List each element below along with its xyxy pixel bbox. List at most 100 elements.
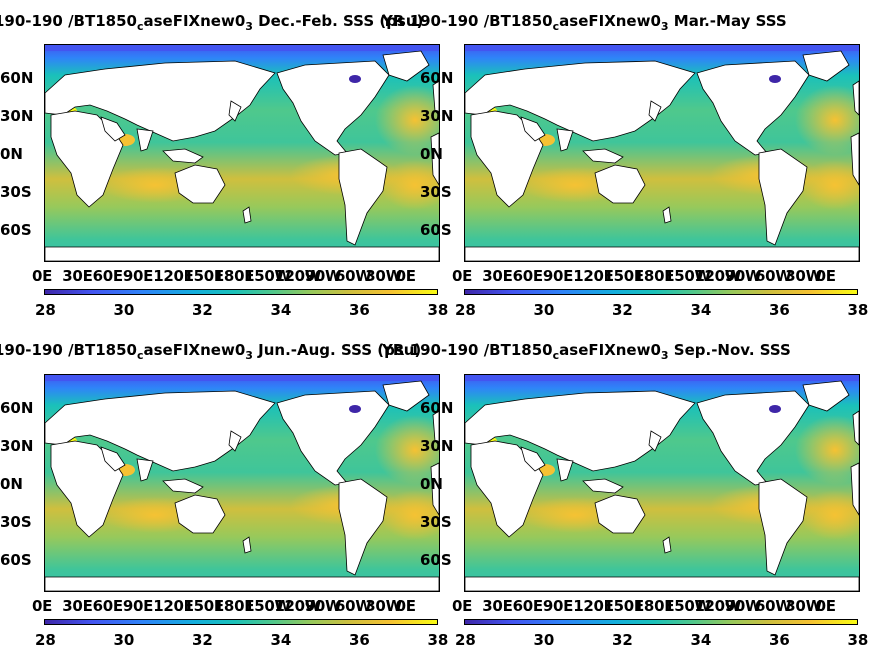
- lon-tick-label: 180E: [633, 597, 675, 615]
- lon-tick-label: 60E: [512, 597, 544, 615]
- landmass-australia: [174, 164, 226, 204]
- arctic-fresh: [465, 45, 859, 51]
- lon-tick-label: 90W: [724, 597, 762, 615]
- landmass-australia: [594, 494, 646, 534]
- landmass-antarctica: [45, 246, 439, 261]
- landmass-india: [136, 128, 154, 152]
- lon-tick-label: 180E: [213, 597, 255, 615]
- landmass-africa-right: [850, 462, 859, 516]
- hudson-bay-fresh: [769, 405, 781, 413]
- lon-tick-label: 150E: [603, 267, 645, 285]
- sss-map: [45, 375, 439, 591]
- title-subscript: c: [136, 349, 144, 362]
- landmass-eurasia: [465, 390, 696, 472]
- lon-tick-label: 60W: [755, 597, 792, 615]
- colorbar-tick-label: 28: [35, 631, 56, 649]
- lon-tick-label: 30E: [482, 267, 513, 285]
- sss-map: [465, 45, 859, 261]
- lon-tick-label: 150E: [183, 597, 225, 615]
- lat-tick-label: 30S: [420, 513, 452, 531]
- landmass-greenland: [382, 50, 430, 82]
- landmass-australia: [594, 164, 646, 204]
- lon-tick-label: 150E: [603, 597, 645, 615]
- hudson-bay-fresh: [769, 75, 781, 83]
- lon-tick-label: 60W: [335, 267, 372, 285]
- panel-title: 190-190 /BT1850caseFIXnew03 Dec.-Feb. SS…: [0, 12, 423, 33]
- landmass-japan: [228, 100, 242, 122]
- lon-tick-label: 90E: [542, 597, 574, 615]
- title-part: 190-190 /BT1850: [0, 12, 137, 30]
- map-panel: [44, 44, 440, 262]
- landmass-south-america: [758, 148, 808, 246]
- lat-tick-label: 30N: [0, 107, 34, 125]
- landmass-eurasia: [45, 60, 276, 142]
- landmass-japan: [648, 430, 662, 452]
- landmass-greenland: [802, 50, 850, 82]
- landmass-north-america: [276, 60, 390, 156]
- colorbar-tick-label: 36: [769, 631, 790, 649]
- colorbar-tick-label: 30: [533, 631, 555, 649]
- lon-tick-label: 120W: [274, 597, 322, 615]
- lat-tick-label: 30S: [0, 513, 32, 531]
- landmass-nz: [662, 536, 672, 554]
- colorbar: [464, 289, 858, 295]
- lon-tick-label: 120E: [573, 597, 614, 615]
- lat-tick-label: 0N: [0, 475, 23, 493]
- landmass-africa-right: [850, 132, 859, 186]
- lon-tick-label: 120W: [274, 267, 322, 285]
- lon-tick-label: 60E: [92, 267, 124, 285]
- landmass-south-america: [758, 478, 808, 576]
- lon-tick-label: 120E: [153, 267, 194, 285]
- landmass-india: [556, 128, 574, 152]
- lon-tick-label: 30E: [62, 597, 93, 615]
- north-atlantic-high: [795, 85, 859, 155]
- landmass-antarctica: [465, 576, 859, 591]
- colorbar-tick-label: 32: [192, 631, 213, 649]
- landmass-south-america: [338, 148, 388, 246]
- landmass-nz: [242, 206, 252, 224]
- lat-tick-label: 30S: [420, 183, 452, 201]
- lon-tick-label: 30W: [365, 597, 402, 615]
- lon-tick-label: 120W: [694, 267, 742, 285]
- title-part: Mar.-May SSS: [668, 12, 787, 30]
- lon-tick-label: 150W: [244, 267, 291, 285]
- lon-tick-label: 150W: [244, 597, 291, 615]
- lon-tick-label: 60E: [512, 267, 544, 285]
- landmass-africa-right: [430, 132, 439, 186]
- lon-tick-label: 90W: [304, 267, 342, 285]
- lon-tick-label: 60W: [755, 267, 792, 285]
- title-part: YR 190-190 /BT1850: [382, 341, 553, 359]
- colorbar-tick-label: 32: [612, 301, 633, 319]
- south-atlantic-high: [380, 160, 439, 210]
- title-part: aseFIXnew0: [143, 341, 246, 359]
- title-part: YR 190-190 /BT1850: [382, 12, 553, 30]
- landmass-australia: [174, 494, 226, 534]
- panel-title: 190-190 /BT1850caseFIXnew03 Jun.-Aug. SS…: [0, 341, 421, 362]
- landmass-indonesia: [582, 478, 624, 494]
- landmass-europe-right: [852, 80, 859, 116]
- title-part: Jun.-Aug. SSS (psu): [252, 341, 422, 359]
- lat-tick-label: 60S: [420, 551, 452, 569]
- landmass-india: [556, 458, 574, 482]
- colorbar-tick-label: 28: [455, 301, 476, 319]
- lon-tick-label: 90W: [724, 267, 762, 285]
- lon-tick-label: 30W: [785, 597, 822, 615]
- landmass-japan: [228, 430, 242, 452]
- landmass-europe-right: [432, 410, 439, 446]
- lon-tick-label: 120W: [694, 597, 742, 615]
- landmass-indonesia: [582, 148, 624, 164]
- colorbar-tick-label: 38: [427, 301, 449, 319]
- colorbar-tick-label: 36: [769, 301, 790, 319]
- lon-tick-label: 180E: [213, 267, 255, 285]
- lon-tick-label: 0E: [395, 597, 416, 615]
- landmass-north-america: [696, 390, 810, 486]
- lat-tick-label: 30N: [420, 107, 454, 125]
- colorbar-tick-label: 38: [847, 631, 869, 649]
- landmass-indonesia: [162, 148, 204, 164]
- landmass-arabia: [520, 446, 546, 472]
- landmass-africa: [470, 440, 544, 538]
- landmass-south-america: [338, 478, 388, 576]
- lon-tick-label: 0E: [815, 597, 836, 615]
- landmass-arabia: [100, 116, 126, 142]
- landmass-africa: [50, 440, 124, 538]
